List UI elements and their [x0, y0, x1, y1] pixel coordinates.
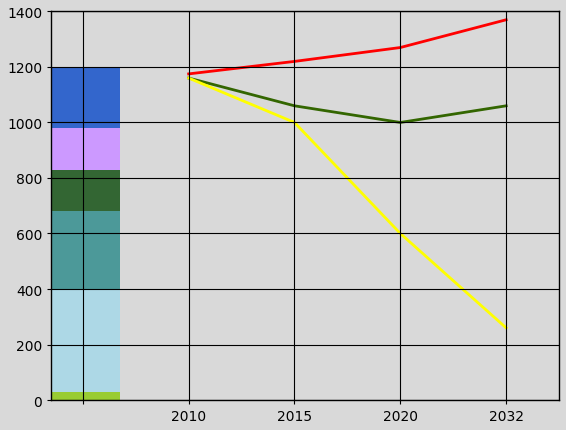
Bar [46, 170, 120, 212]
Bar [46, 68, 120, 129]
Bar [46, 129, 120, 170]
Bar [46, 392, 120, 400]
Bar [46, 212, 120, 289]
Bar [46, 289, 120, 392]
